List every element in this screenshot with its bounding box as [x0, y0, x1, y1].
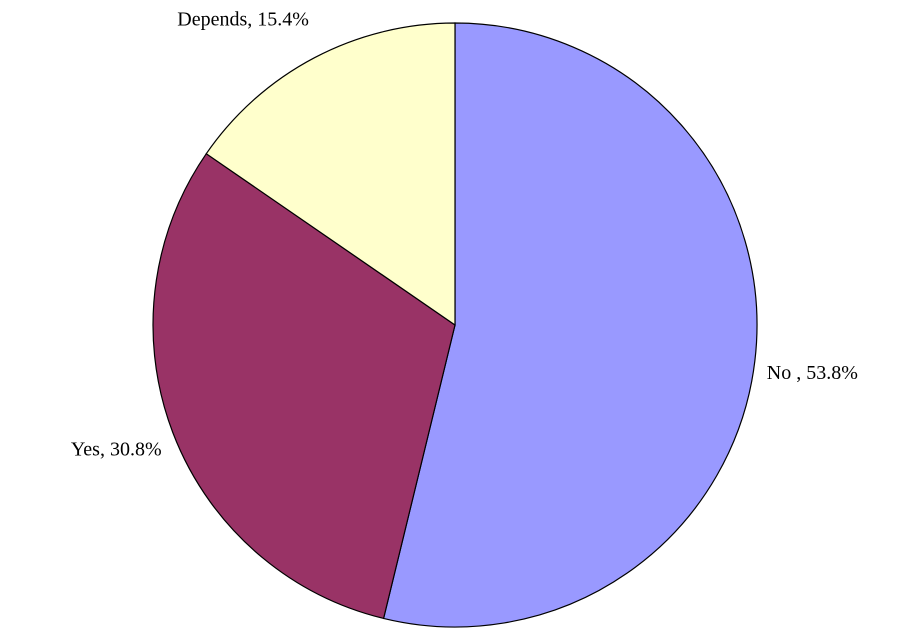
- pie-slice: [205, 22, 456, 327]
- data-label: Yes, 30.8%: [71, 439, 162, 461]
- pie-slice: [382, 22, 758, 628]
- data-label: Depends, 15.4%: [177, 9, 309, 31]
- data-label: No , 53.8%: [767, 362, 858, 384]
- pie-slice: [152, 152, 456, 620]
